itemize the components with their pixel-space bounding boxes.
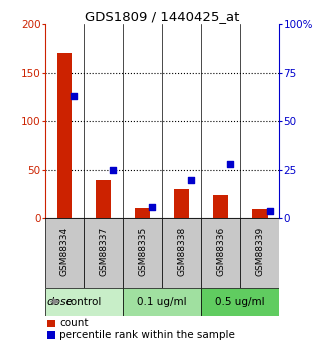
Text: GSM88337: GSM88337: [99, 227, 108, 276]
Text: count: count: [59, 318, 89, 328]
Text: GSM88339: GSM88339: [255, 227, 264, 276]
Title: GDS1809 / 1440425_at: GDS1809 / 1440425_at: [85, 10, 239, 23]
Bar: [252, 209, 267, 218]
Point: [267, 208, 272, 214]
Point: [189, 177, 194, 183]
Point: [150, 204, 155, 209]
Text: 0.5 ug/ml: 0.5 ug/ml: [215, 297, 265, 307]
Text: GSM88334: GSM88334: [60, 227, 69, 276]
Text: GSM88336: GSM88336: [216, 227, 225, 276]
Bar: [123, 218, 162, 288]
Bar: [201, 288, 279, 316]
Bar: [84, 218, 123, 288]
Bar: [240, 218, 279, 288]
Bar: [174, 189, 189, 218]
Text: GSM88335: GSM88335: [138, 227, 147, 276]
Bar: [45, 288, 123, 316]
Text: control: control: [66, 297, 102, 307]
Bar: [213, 195, 229, 218]
Point: [111, 167, 116, 172]
Text: percentile rank within the sample: percentile rank within the sample: [59, 330, 235, 340]
Bar: [47, 319, 56, 327]
Point: [228, 161, 233, 167]
Bar: [162, 218, 201, 288]
Bar: [56, 53, 72, 218]
Bar: [96, 180, 111, 218]
Text: GSM88338: GSM88338: [177, 227, 186, 276]
Point: [72, 93, 77, 99]
Text: dose: dose: [46, 297, 73, 307]
Bar: [123, 288, 201, 316]
Text: 0.1 ug/ml: 0.1 ug/ml: [137, 297, 187, 307]
Bar: [135, 208, 150, 218]
Bar: [47, 331, 56, 339]
Bar: [201, 218, 240, 288]
Bar: [45, 218, 84, 288]
